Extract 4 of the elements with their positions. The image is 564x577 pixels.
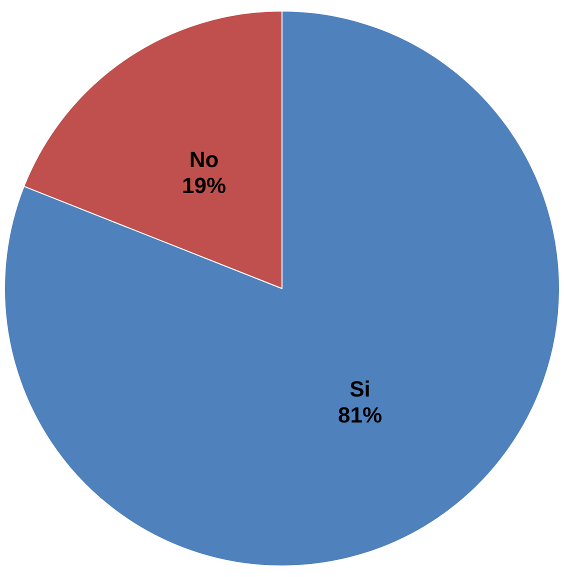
data-label: 19% [182,172,226,198]
slice-label: Si [350,376,370,402]
data-label: 81% [338,402,382,428]
slice-label: No [189,146,219,172]
